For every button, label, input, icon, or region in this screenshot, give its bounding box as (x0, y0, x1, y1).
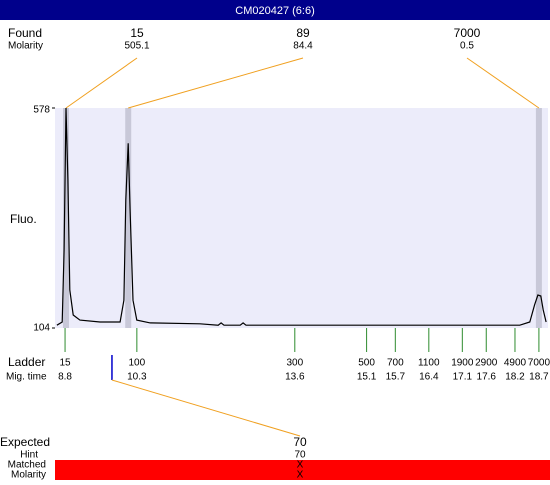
ladder-size: 500 (358, 358, 375, 369)
peak-size: 7000 (454, 26, 481, 40)
ladder-size: 1100 (418, 358, 440, 369)
peak-band (535, 108, 542, 328)
peak-size: 15 (130, 26, 144, 40)
expected-hint: 70 (294, 450, 306, 461)
peak-size: 89 (296, 26, 310, 40)
trace (56, 107, 547, 326)
y-axis-label: Fluo. (10, 212, 37, 226)
peak-molarity: 0.5 (460, 41, 474, 52)
peak-leader (466, 57, 540, 109)
ladder-label: Ladder (8, 355, 45, 369)
peak-leader (65, 57, 138, 109)
ladder-size: 300 (286, 358, 303, 369)
ladder-size: 4900 (504, 358, 527, 369)
ladder-time: 15.7 (386, 372, 406, 383)
ladder-time: 18.2 (505, 372, 525, 383)
matched-label: Matched (8, 460, 46, 471)
y-tick-label: 104 (33, 323, 50, 334)
ladder-time: 17.6 (477, 372, 497, 383)
ladder-size: 2900 (475, 358, 498, 369)
title: CM020427 (6:6) (235, 5, 315, 17)
peak-leader (128, 57, 304, 109)
matched-bar (55, 460, 550, 480)
ladder-size: 100 (129, 358, 146, 369)
ladder-time: 16.4 (419, 372, 439, 383)
ladder-size: 700 (387, 358, 404, 369)
ladder-size: 1900 (451, 358, 474, 369)
peak-band (63, 108, 70, 328)
ladder-size: 7000 (528, 358, 550, 369)
plot-area (55, 108, 548, 328)
expected-label: Expected (0, 435, 50, 449)
peak-molarity: 505.1 (124, 41, 149, 52)
expected-size: 70 (293, 435, 307, 449)
y-tick-label: 578 (33, 105, 50, 116)
ladder-time: 18.7 (529, 372, 549, 383)
found-label: Found (8, 26, 42, 40)
expected-molarity-label: Molarity (11, 470, 46, 480)
ladder-time: 8.8 (58, 372, 72, 383)
hint-label: Hint (20, 450, 38, 461)
molarity-label: Molarity (8, 41, 43, 52)
ladder-size: 15 (59, 358, 71, 369)
peak-molarity: 84.4 (293, 41, 313, 52)
title-bar (0, 0, 550, 20)
ladder-time: 15.1 (357, 372, 377, 383)
ladder-time: 17.1 (453, 372, 473, 383)
ladder-time: 13.6 (285, 372, 305, 383)
mig-time-label: Mig. time (6, 372, 47, 383)
peak-band (125, 108, 132, 328)
ladder-time: 10.3 (127, 372, 147, 383)
expected-molarity: X (297, 470, 304, 480)
expected-leader (111, 379, 301, 437)
expected-matched: X (297, 460, 304, 471)
